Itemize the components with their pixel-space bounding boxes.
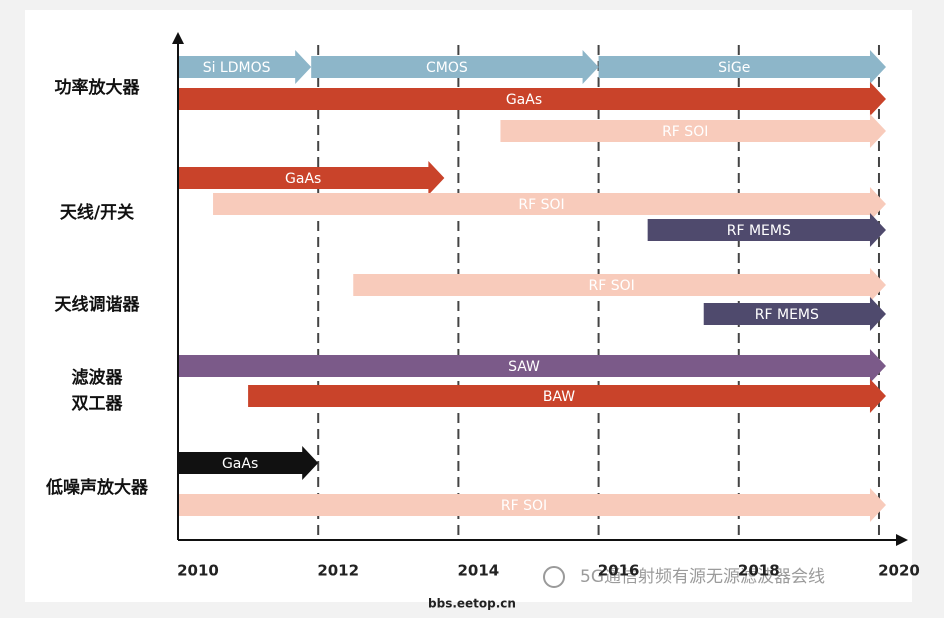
group-label: 低噪声放大器 (45, 477, 149, 498)
timeline-arrow (647, 213, 886, 247)
bar-label: BAW (543, 389, 575, 405)
x-axis-arrow (896, 534, 908, 546)
y-axis-arrow (172, 32, 184, 44)
timeline-arrow (353, 268, 886, 302)
bar-label: RF SOI (588, 278, 634, 294)
x-tick-label: 2020 (878, 562, 920, 580)
timeline-arrow (703, 297, 886, 331)
bar-label: RF SOI (501, 498, 547, 514)
group-label: 双工器 (72, 394, 124, 414)
timeline-arrow (178, 50, 312, 84)
bar-label: CMOS (426, 60, 468, 76)
group-label: 功率放大器 (55, 77, 141, 98)
chart-layer: Si LDMOS CMOS SiGe GaAs RF SOI GaAs RF SOI RF M… (178, 45, 886, 540)
timeline-arrow (213, 187, 886, 221)
x-tick-label: 2018 (738, 562, 780, 580)
timeline-arrow (500, 114, 886, 148)
bar-label: GaAs (285, 171, 321, 187)
x-tick-label: 2014 (458, 562, 500, 580)
bar-label: RF SOI (662, 124, 708, 140)
timeline-arrow (178, 349, 886, 383)
watermark-icon (543, 566, 565, 588)
bar-label: RF MEMS (755, 307, 819, 323)
bar-label: SAW (508, 359, 540, 375)
timeline-arrow (178, 488, 886, 522)
bar-label: GaAs (506, 92, 542, 108)
x-tick-label: 2016 (598, 562, 640, 580)
bar-label: GaAs (222, 456, 258, 472)
timeline-arrow (311, 50, 599, 84)
bar-label: SiGe (718, 60, 750, 76)
group-label: 滤波器 (72, 367, 124, 388)
bar-label: RF SOI (518, 197, 564, 213)
x-tick-label: 2012 (317, 562, 359, 580)
x-tick-label: 2010 (177, 562, 219, 580)
bar-label: RF MEMS (727, 223, 791, 239)
footer: bbs.eetop.cn (428, 597, 516, 611)
timeline-arrow (248, 379, 886, 413)
timeline-arrow (178, 161, 445, 195)
group-label: 天线调谐器 (55, 294, 141, 315)
timeline-arrow (178, 82, 886, 116)
watermark: 5G通信射频有源无源滤波器会线 (580, 567, 825, 587)
group-label: 天线/开关 (60, 202, 134, 223)
timeline-arrow (178, 446, 319, 480)
timeline-arrow (598, 50, 886, 84)
bar-label: Si LDMOS (203, 60, 271, 76)
